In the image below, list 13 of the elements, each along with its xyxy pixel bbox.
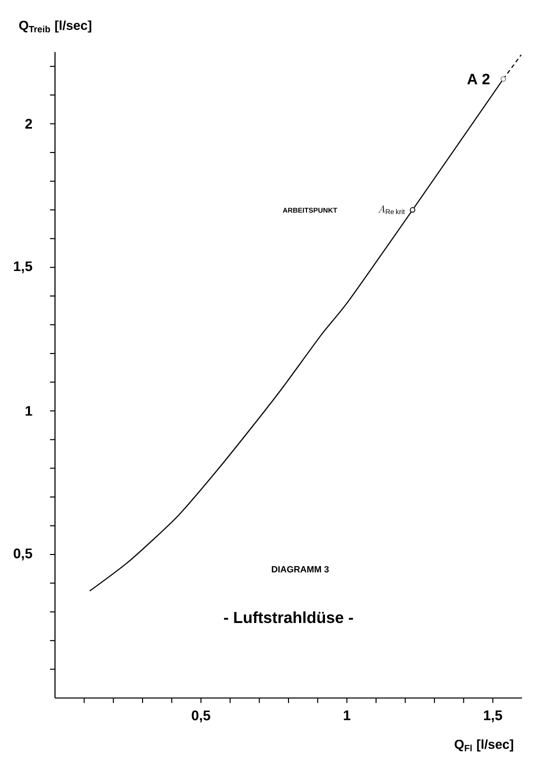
y-axis-title: Q$_{Treib}$ [l/sec] — [19, 20, 92, 33]
y-tick-label: 0,5 — [14, 548, 32, 560]
y-tick-label: 1,5 — [14, 261, 32, 274]
x-axis-title: Q$_{Fl}$ [l/sec] — [454, 739, 514, 752]
text: DIAGRAMM 3 — [272, 566, 329, 572]
text: - Luftstrahldüse - — [224, 611, 353, 624]
annotation: $A_{\mathrm{Re\,krit}}$ — [378, 205, 405, 214]
y-tick-label: 2 — [25, 118, 32, 129]
x-tick-label: 0,5 — [192, 710, 210, 722]
y-tick-label: 1 — [26, 406, 32, 416]
annotation: A 2 — [467, 74, 490, 84]
x-tick-label: 1,5 — [484, 710, 502, 722]
x-tick-label: 1 — [344, 710, 350, 720]
